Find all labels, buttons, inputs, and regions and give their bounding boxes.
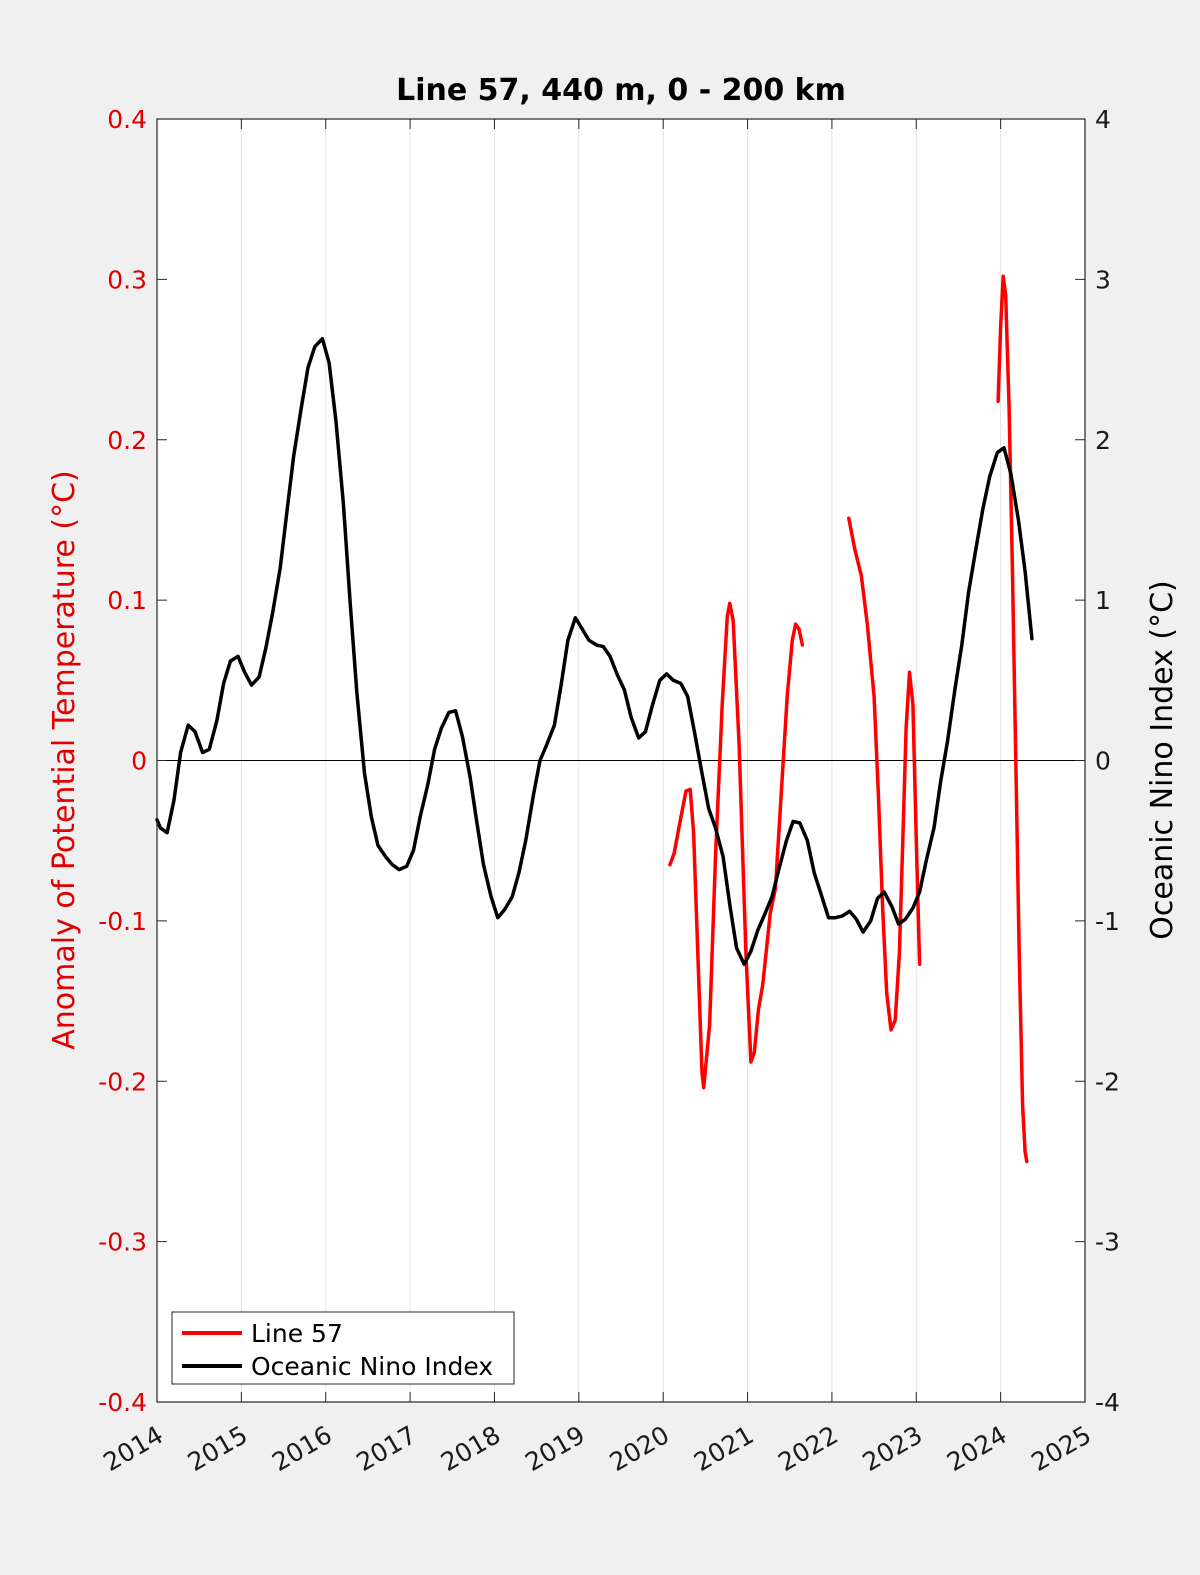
ticks bbox=[156, 118, 1086, 1403]
x-tick-label: 2025 bbox=[1026, 1420, 1096, 1477]
series-line57-line bbox=[847, 516, 922, 1032]
y-right-tick-label: 1 bbox=[1095, 586, 1111, 615]
y-axis-left-label: Anomaly of Potential Temperature (°C) bbox=[47, 470, 82, 1049]
y-axis-right-label: Oceanic Nino Index (°C) bbox=[1145, 580, 1180, 940]
series-layer bbox=[155, 274, 1034, 1164]
y-right-tick-label: 0 bbox=[1095, 747, 1111, 776]
x-tick-label: 2020 bbox=[605, 1420, 675, 1477]
y-left-tick-label: 0.1 bbox=[107, 586, 147, 615]
x-tick-label: 2024 bbox=[942, 1420, 1012, 1477]
x-tick-label: 2018 bbox=[436, 1420, 506, 1477]
y-right-tick-label: 4 bbox=[1095, 105, 1111, 134]
y-left-tick-label: 0.3 bbox=[107, 265, 147, 294]
y-right-tick-label: -1 bbox=[1095, 907, 1120, 936]
y-left-tick-label: -0.3 bbox=[98, 1228, 147, 1257]
series-oni-line bbox=[155, 336, 1034, 966]
y-right-tick-label: -4 bbox=[1095, 1388, 1120, 1417]
y-left-tick-label: 0 bbox=[131, 747, 147, 776]
y-right-tick-label: 2 bbox=[1095, 426, 1111, 455]
y-left-tick-label: 0.4 bbox=[107, 105, 147, 134]
x-tick-label: 2023 bbox=[858, 1420, 928, 1477]
legend-box bbox=[171, 1311, 515, 1385]
legend: Line 57 Oceanic Nino Index bbox=[171, 1311, 515, 1385]
y-right-tick-label: -2 bbox=[1095, 1067, 1120, 1096]
y-right-tick-label: 3 bbox=[1095, 265, 1111, 294]
x-tick-label: 2016 bbox=[267, 1420, 337, 1477]
x-tick-label: 2022 bbox=[773, 1420, 843, 1477]
y-left-tick-label: -0.1 bbox=[98, 907, 147, 936]
x-tick-label: 2014 bbox=[98, 1420, 168, 1477]
series-line57-line bbox=[996, 274, 1029, 1164]
chart-title: Line 57, 440 m, 0 - 200 km bbox=[396, 73, 846, 108]
y-left-tick-label: -0.2 bbox=[98, 1067, 147, 1096]
x-tick-label: 2015 bbox=[183, 1420, 253, 1477]
legend-label-oni: Oceanic Nino Index bbox=[251, 1352, 493, 1381]
series-line57-line bbox=[668, 601, 805, 1090]
y-right-tick-label: -3 bbox=[1095, 1228, 1120, 1257]
legend-label-line57: Line 57 bbox=[251, 1319, 343, 1348]
x-tick-label: 2019 bbox=[520, 1420, 590, 1477]
x-tick-label: 2017 bbox=[351, 1420, 421, 1477]
y-left-tick-label: 0.2 bbox=[107, 426, 147, 455]
y-left-tick-label: -0.4 bbox=[98, 1388, 147, 1417]
x-tick-label: 2021 bbox=[689, 1420, 759, 1477]
